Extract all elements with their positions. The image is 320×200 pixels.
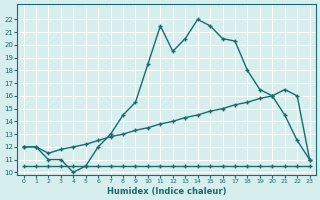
X-axis label: Humidex (Indice chaleur): Humidex (Indice chaleur) xyxy=(107,187,226,196)
